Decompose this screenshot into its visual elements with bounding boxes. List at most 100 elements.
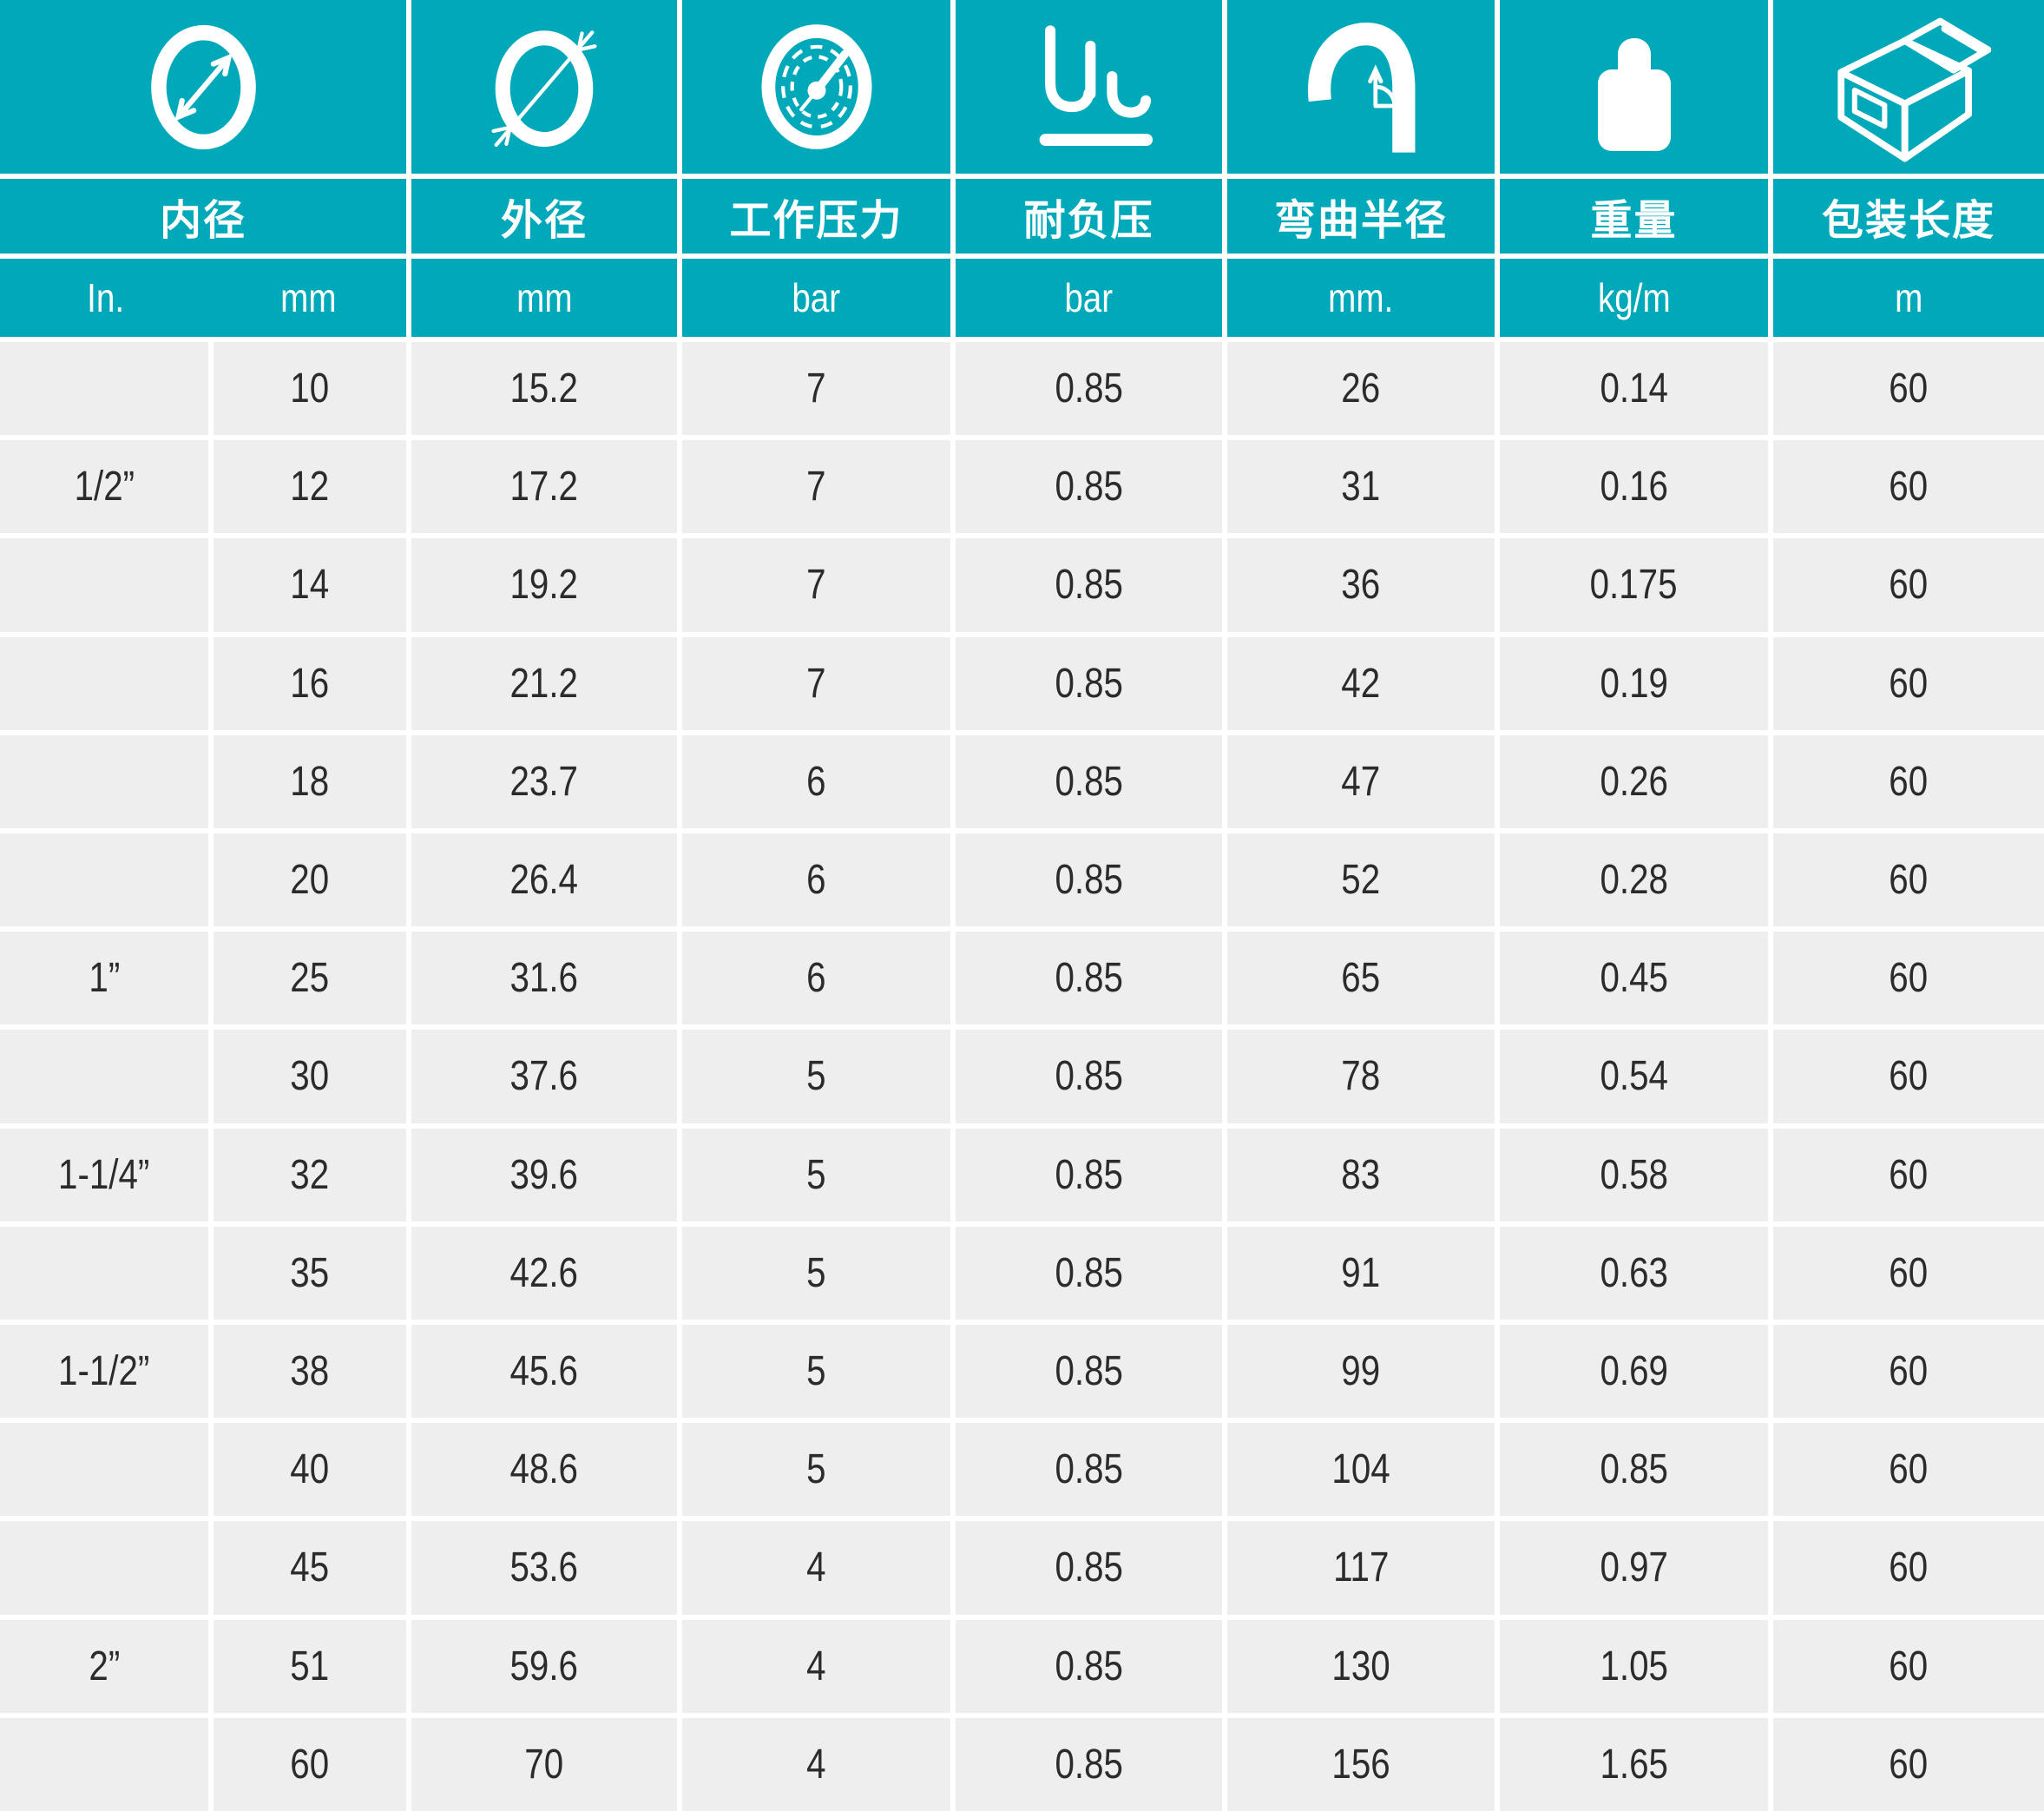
working-pressure-header-cell — [682, 0, 950, 174]
cell-weight-row-11: 0.69 — [1500, 1324, 1768, 1419]
cell-packing-length-row-6: 60 — [1773, 833, 2044, 927]
cell-weight-row-6: 0.28 — [1500, 833, 1768, 927]
cell-outer-mm-row-15: 70 — [411, 1717, 677, 1811]
cell-packing-length-row-11: 60 — [1773, 1324, 2044, 1419]
cell-bend-radius-row-14: 130 — [1227, 1619, 1495, 1713]
cell-inch-row-15 — [0, 1717, 208, 1811]
cell-inner-mm-row-10: 35 — [214, 1226, 406, 1320]
cell-weight-row-15: 1.65 — [1500, 1717, 1768, 1811]
cell-working-pressure-row-5: 6 — [682, 734, 950, 828]
cell-inch-row-14: 2” — [0, 1619, 208, 1713]
cell-packing-length-row-12: 60 — [1773, 1423, 2044, 1517]
cell-bend-radius-row-2: 31 — [1227, 440, 1495, 534]
cell-outer-mm-row-4: 21.2 — [411, 636, 677, 730]
unit-inner-diameter: In. mm — [0, 259, 406, 337]
cell-inner-mm-row-9: 32 — [214, 1128, 406, 1222]
cell-bend-radius-row-13: 117 — [1227, 1521, 1495, 1615]
box-icon — [1837, 17, 1991, 161]
cell-outer-mm-row-9: 39.6 — [411, 1128, 677, 1222]
cell-working-pressure-row-10: 5 — [682, 1226, 950, 1320]
cell-outer-mm-row-5: 23.7 — [411, 734, 677, 828]
cell-vacuum-row-3: 0.85 — [956, 538, 1222, 632]
cell-packing-length-row-4: 60 — [1773, 636, 2044, 730]
bend-radius-header-cell — [1227, 0, 1495, 174]
cell-bend-radius-row-9: 83 — [1227, 1128, 1495, 1222]
outer-diameter-icon — [491, 30, 597, 148]
cell-outer-mm-row-2: 17.2 — [411, 440, 677, 534]
cell-bend-radius-row-15: 156 — [1227, 1717, 1495, 1811]
cell-weight-row-10: 0.63 — [1500, 1226, 1768, 1320]
cell-working-pressure-row-8: 5 — [682, 1030, 950, 1123]
cell-working-pressure-row-4: 7 — [682, 636, 950, 730]
unit-working-pressure: bar — [682, 259, 950, 337]
cell-working-pressure-row-14: 4 — [682, 1619, 950, 1713]
cell-inner-mm-row-12: 40 — [214, 1423, 406, 1517]
cell-packing-length-row-2: 60 — [1773, 440, 2044, 534]
cell-bend-radius-row-4: 42 — [1227, 636, 1495, 730]
cell-outer-mm-row-8: 37.6 — [411, 1030, 677, 1123]
cell-outer-mm-row-12: 48.6 — [411, 1423, 677, 1517]
cell-inch-row-11: 1-1/2” — [0, 1324, 208, 1419]
cell-bend-radius-row-8: 78 — [1227, 1030, 1495, 1123]
col-label-inner-diameter: 内径 — [0, 179, 406, 254]
cell-outer-mm-row-13: 53.6 — [411, 1521, 677, 1615]
cell-bend-radius-row-11: 99 — [1227, 1324, 1495, 1419]
cell-working-pressure-row-3: 7 — [682, 538, 950, 632]
cell-packing-length-row-1: 60 — [1773, 342, 2044, 436]
cell-packing-length-row-8: 60 — [1773, 1030, 2044, 1123]
cell-inch-row-6 — [0, 833, 208, 927]
cell-vacuum-row-11: 0.85 — [956, 1324, 1222, 1419]
cell-vacuum-row-8: 0.85 — [956, 1030, 1222, 1123]
cell-packing-length-row-10: 60 — [1773, 1226, 2044, 1320]
cell-outer-mm-row-10: 42.6 — [411, 1226, 677, 1320]
cell-vacuum-row-1: 0.85 — [956, 342, 1222, 436]
cell-bend-radius-row-6: 52 — [1227, 833, 1495, 927]
cell-inner-mm-row-7: 25 — [214, 932, 406, 1025]
cell-weight-row-7: 0.45 — [1500, 932, 1768, 1025]
unit-mm: mm — [280, 275, 337, 320]
cell-vacuum-row-7: 0.85 — [956, 932, 1222, 1025]
cell-packing-length-row-7: 60 — [1773, 932, 2044, 1025]
cell-outer-mm-row-7: 31.6 — [411, 932, 677, 1025]
unit-outer-diameter: mm — [411, 259, 677, 337]
cell-weight-row-13: 0.97 — [1500, 1521, 1768, 1615]
cell-inner-mm-row-3: 14 — [214, 538, 406, 632]
cell-working-pressure-row-12: 5 — [682, 1423, 950, 1517]
cell-weight-row-9: 0.58 — [1500, 1128, 1768, 1222]
cell-vacuum-row-12: 0.85 — [956, 1423, 1222, 1517]
vacuum-icon — [1039, 25, 1153, 146]
cell-working-pressure-row-7: 6 — [682, 932, 950, 1025]
cell-bend-radius-row-3: 36 — [1227, 538, 1495, 632]
cell-bend-radius-row-10: 91 — [1227, 1226, 1495, 1320]
cell-inner-mm-row-14: 51 — [214, 1619, 406, 1713]
cell-inner-mm-row-15: 60 — [214, 1717, 406, 1811]
outer-diameter-header-cell — [411, 0, 677, 174]
cell-inch-row-1 — [0, 342, 208, 436]
cell-vacuum-row-13: 0.85 — [956, 1521, 1222, 1615]
cell-vacuum-row-15: 0.85 — [956, 1717, 1222, 1811]
cell-weight-row-12: 0.85 — [1500, 1423, 1768, 1517]
cell-outer-mm-row-14: 59.6 — [411, 1619, 677, 1713]
cell-weight-row-14: 1.05 — [1500, 1619, 1768, 1713]
cell-inch-row-8 — [0, 1030, 208, 1123]
cell-vacuum-row-10: 0.85 — [956, 1226, 1222, 1320]
cell-working-pressure-row-11: 5 — [682, 1324, 950, 1419]
cell-working-pressure-row-13: 4 — [682, 1521, 950, 1615]
unit-weight: kg/m — [1500, 259, 1768, 337]
bend-radius-icon — [1307, 22, 1416, 153]
cell-packing-length-row-9: 60 — [1773, 1128, 2044, 1222]
cell-vacuum-row-2: 0.85 — [956, 440, 1222, 534]
cell-inner-mm-row-1: 10 — [214, 342, 406, 436]
cell-outer-mm-row-11: 45.6 — [411, 1324, 677, 1419]
cell-weight-row-3: 0.175 — [1500, 538, 1768, 632]
cell-outer-mm-row-1: 15.2 — [411, 342, 677, 436]
inner-diameter-header-cell — [0, 0, 406, 174]
cell-inch-row-13 — [0, 1521, 208, 1615]
unit-packing-length: m — [1773, 259, 2044, 337]
col-label-outer-diameter: 外径 — [411, 179, 677, 254]
cell-inch-row-9: 1-1/4” — [0, 1128, 208, 1222]
weight-icon — [1597, 38, 1671, 151]
cell-bend-radius-row-5: 47 — [1227, 734, 1495, 828]
cell-inch-row-5 — [0, 734, 208, 828]
cell-bend-radius-row-7: 65 — [1227, 932, 1495, 1025]
